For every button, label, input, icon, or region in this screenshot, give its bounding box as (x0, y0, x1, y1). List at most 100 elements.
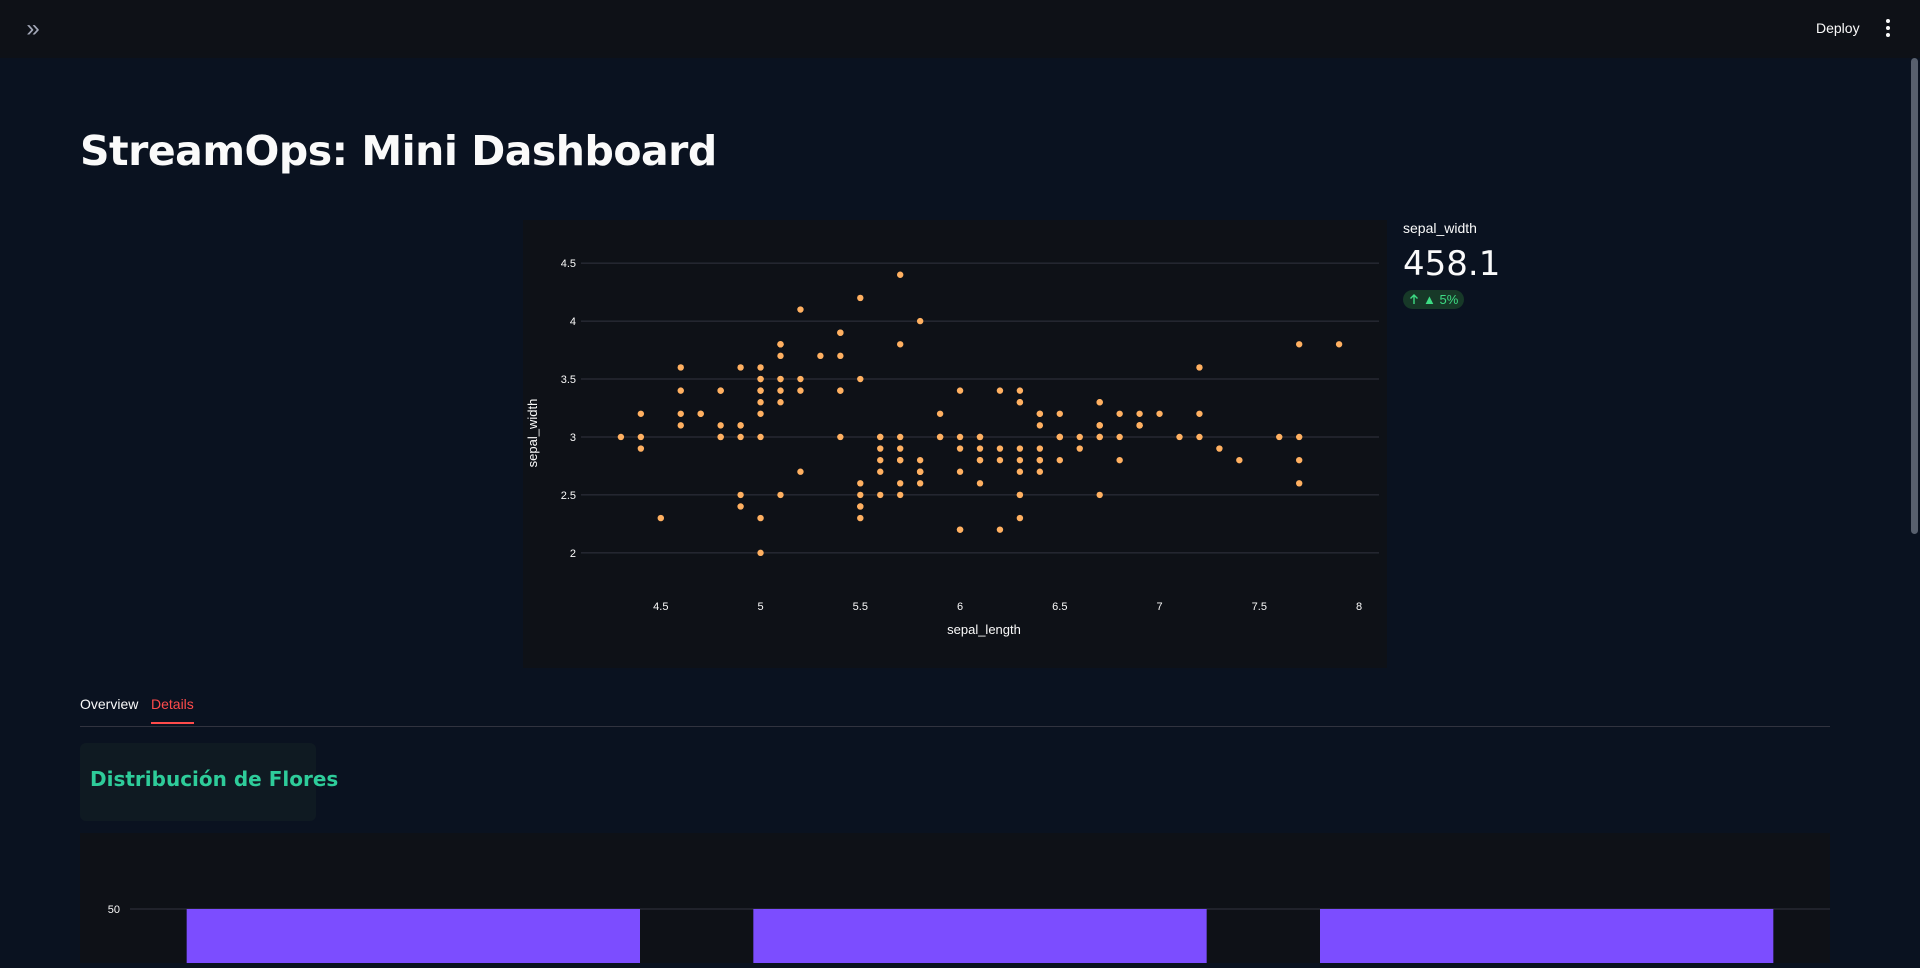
scatter-point (717, 387, 724, 394)
metric-delta-badge: ▲ 5% (1403, 290, 1465, 309)
scatter-point (1096, 491, 1103, 499)
scatter-point (1016, 456, 1024, 464)
scatter-point (956, 468, 964, 475)
scatter-point (837, 329, 844, 336)
scatter-point (1016, 445, 1024, 452)
scatter-chart[interactable]: 2 2.5 3 3.5 4 4.5 4.5 5 5.5 6 6.5 7 7.5 8 sepal_leng… (523, 220, 1387, 668)
scatter-point (1136, 410, 1143, 417)
scatter-point (697, 410, 704, 417)
scatter-point (877, 456, 884, 464)
x-tick-label: 6.5 (1052, 601, 1067, 613)
scatter-point (1335, 341, 1343, 348)
bar-virginica (1320, 909, 1774, 968)
scatter-point (877, 445, 884, 452)
scatter-point (757, 364, 764, 371)
y-tick-label: 3.5 (561, 374, 576, 386)
top-toolbar: » Deploy (0, 0, 1920, 58)
x-tick-label: 8 (1356, 601, 1362, 613)
scatter-point (976, 480, 984, 487)
x-tick-label: 4.5 (653, 601, 668, 613)
scatter-point (1156, 410, 1163, 417)
scatter-point (1196, 433, 1203, 441)
scatter-point (757, 410, 764, 417)
scatter-point (1096, 399, 1103, 406)
deploy-button[interactable]: Deploy (1816, 20, 1860, 36)
scatter-point (1016, 399, 1024, 406)
scatter-point (737, 364, 744, 371)
scatter-point (956, 433, 964, 441)
scatter-point (737, 491, 744, 499)
scatter-point (1096, 433, 1103, 441)
scatter-point (976, 433, 984, 441)
scrollbar-thumb[interactable] (1911, 58, 1918, 534)
scatter-point (637, 433, 645, 441)
scatter-point (1196, 364, 1203, 371)
scatter-point (1296, 433, 1303, 441)
scatter-point (897, 491, 904, 499)
scatter-point (1276, 433, 1283, 441)
y-axis-label: sepal_width (525, 399, 540, 468)
x-tick-label: 7 (1156, 601, 1162, 613)
scatter-point (777, 375, 784, 383)
scatter-point (1116, 456, 1123, 464)
scatter-point (1036, 445, 1044, 452)
tab-details[interactable]: Details (151, 696, 194, 724)
scatter-point (797, 468, 804, 475)
scatter-point (956, 526, 964, 533)
tab-overview[interactable]: Overview (80, 696, 139, 712)
scatter-point (1056, 433, 1063, 441)
scatter-point (737, 503, 744, 510)
page-title: StreamOps: Mini Dashboard (80, 127, 717, 175)
scatter-point (976, 456, 984, 464)
scatter-point (677, 410, 684, 417)
section-header-card: Distribución de Flores (80, 743, 338, 821)
scatter-point (757, 387, 764, 394)
scatter-point (797, 387, 804, 394)
scatter-point (1296, 341, 1303, 348)
scatter-point (1036, 410, 1044, 417)
scatter-point (1236, 456, 1243, 464)
scatter-point (757, 399, 764, 406)
y-tick-label: 2.5 (561, 490, 576, 502)
page-scrollbar[interactable] (1910, 58, 1920, 963)
scatter-point (877, 491, 884, 499)
scatter-point (1076, 445, 1083, 452)
scatter-point (617, 433, 625, 441)
scatter-point (757, 375, 764, 383)
scatter-point (897, 271, 904, 278)
scatter-point (1016, 491, 1024, 499)
scatter-point (857, 375, 864, 383)
metric-label: sepal_width (1403, 220, 1477, 236)
bar-chart-svg: 50 (108, 904, 1830, 968)
scatter-point (996, 445, 1004, 452)
scatter-point (677, 364, 684, 371)
scatter-point (1116, 433, 1123, 441)
scatter-point (936, 433, 944, 441)
scatter-point (1116, 410, 1123, 417)
scatter-point (1016, 387, 1024, 394)
scatter-point (837, 352, 844, 360)
metric-delta-value: ▲ 5% (1423, 292, 1459, 307)
bar-versicolor (753, 909, 1207, 968)
scatter-point (777, 491, 784, 499)
scatter-point (916, 468, 924, 475)
scatter-point (936, 410, 944, 417)
section-title: Distribución de Flores (90, 767, 339, 791)
bar-chart[interactable]: 50 (80, 833, 1830, 968)
main-menu-button[interactable] (1880, 16, 1896, 40)
y-tick-label: 3 (570, 432, 576, 444)
scatter-point (1056, 410, 1063, 417)
vertical-ellipsis-icon (1886, 19, 1890, 37)
scatter-point (897, 480, 904, 487)
scatter-point (857, 514, 864, 522)
scatter-point (777, 352, 784, 360)
scatter-point (897, 341, 904, 348)
scatter-point (657, 514, 664, 522)
expand-sidebar-button[interactable]: » (20, 16, 46, 42)
metric-value: 458.1 (1403, 244, 1501, 284)
x-axis-label: sepal_length (947, 622, 1021, 637)
tab-bar: Overview Details (80, 690, 1830, 727)
scatter-point (877, 433, 884, 441)
scatter-point (857, 294, 864, 302)
scatter-point (1036, 456, 1044, 464)
